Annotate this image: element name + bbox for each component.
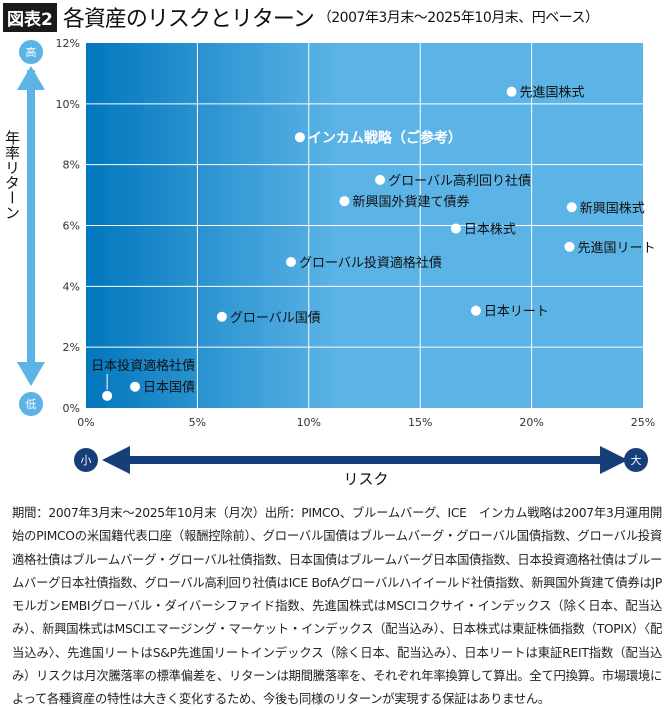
small-circle [74, 448, 98, 472]
data-point [375, 174, 386, 185]
y-tick-label: 6% [63, 220, 80, 233]
point-label: 先進国株式 [520, 86, 585, 101]
x-tick-label: 20% [519, 416, 543, 429]
high-circle [19, 40, 43, 64]
y-tick-label: 10% [56, 98, 80, 111]
figure-title: 図表2 各資産のリスクとリターン （2007年3月末〜2025年10月末、円ベー… [3, 2, 599, 32]
data-point [450, 223, 461, 234]
chart-subtitle: （2007年3月末〜2025年10月末、円ベース） [317, 10, 599, 26]
y-tick-label: 2% [63, 341, 80, 354]
point-label: 日本株式 [464, 223, 516, 238]
data-point [506, 86, 517, 97]
point-label: インカム戦略（ご参考） [308, 129, 462, 146]
chart-title: 各資産のリスクとリターン [62, 7, 315, 32]
y-arrow-shaft [27, 70, 35, 380]
point-label: 日本国債 [143, 381, 195, 396]
point-label: グローバル高利回り社債 [388, 173, 531, 189]
point-label: グローバル国債 [230, 311, 321, 326]
data-point [339, 196, 350, 207]
x-arrow-shaft [120, 456, 610, 464]
data-point [130, 381, 141, 392]
point-label: 日本投資適格社債 [91, 358, 195, 374]
x-axis-label: リスク [343, 470, 388, 488]
x-arrow-head-left [102, 446, 130, 474]
data-point [285, 257, 296, 267]
point-label: グローバル投資適格社債 [299, 255, 442, 271]
scatter-chart: 0% 5% 10% 15% 20% 25% 0% 2% 4% 6% 8% 10% 12% 高低 年率リターン… [3, 37, 655, 488]
figure-badge: 図表2 [3, 2, 57, 32]
data-point [216, 311, 227, 322]
data-point [566, 202, 577, 213]
x-tick-label: 5% [189, 416, 206, 429]
y-tick-label: 12% [56, 37, 80, 50]
x-tick-label: 0% [77, 416, 94, 429]
x-tick-label: 25% [631, 416, 655, 429]
high-label: 高 [26, 45, 37, 59]
data-point [564, 241, 575, 252]
data-point [470, 305, 481, 316]
y-tick-label: 0% [63, 402, 80, 415]
point-label: 新興国外貨建て債券 [352, 194, 469, 210]
footnote: 期間：2007年3月末〜2025年10月末（月次）出所：PIMCO、ブルームバー… [12, 506, 662, 707]
x-tick-label: 15% [408, 416, 432, 429]
y-arrow-head-down [17, 362, 45, 386]
x-arrow-head-right [600, 446, 628, 474]
y-arrow-head-up [17, 66, 45, 90]
x-tick-label: 10% [297, 416, 321, 429]
data-point [294, 132, 305, 143]
y-tick-label: 4% [63, 280, 80, 293]
small-label: 小 [81, 454, 92, 467]
low-label: 低 [26, 398, 37, 411]
large-circle [624, 448, 648, 472]
y-axis-label: 年率リターン [3, 130, 21, 220]
point-label: 先進国リート [577, 241, 655, 256]
large-label: 大 [631, 453, 642, 467]
y-tick-label: 8% [63, 159, 80, 172]
point-label: 日本リート [484, 305, 549, 320]
data-point [102, 390, 113, 401]
low-circle [19, 392, 43, 416]
point-label: 新興国株式 [580, 200, 645, 216]
